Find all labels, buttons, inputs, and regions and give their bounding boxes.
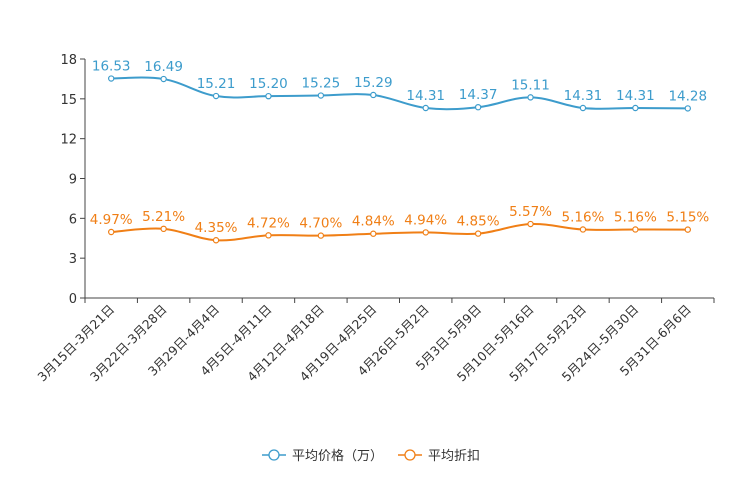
data-label: 5.57% [509,204,552,220]
data-label: 14.37 [459,87,498,103]
data-point[interactable] [632,226,639,233]
data-point[interactable] [108,75,115,82]
data-label: 14.31 [406,88,445,104]
y-tick-label: 18 [60,53,77,68]
data-point[interactable] [579,226,587,233]
series-line [111,76,688,111]
data-point[interactable] [474,103,482,111]
chart-series: 16.53 16.49 15.21 15.20 15.25 15.29 14.31 14.37… [90,59,709,244]
y-tick-label: 15 [60,93,77,108]
data-label: 4.84% [352,214,395,230]
data-point[interactable] [527,220,534,228]
data-point[interactable] [212,92,220,100]
legend-marker-icon [404,449,416,461]
data-label: 4.70% [299,216,342,232]
data-point[interactable] [108,228,115,236]
data-point[interactable] [527,94,534,101]
data-point[interactable] [317,232,325,239]
data-label: 4.97% [90,212,133,228]
data-point[interactable] [265,92,272,100]
data-point[interactable] [474,230,482,237]
y-tick-label: 12 [60,133,77,148]
data-label: 5.16% [614,209,657,225]
data-point[interactable] [212,237,220,244]
data-point[interactable] [317,92,325,99]
y-tick-label: 0 [69,292,77,307]
data-point[interactable] [422,229,429,236]
data-point[interactable] [370,230,377,237]
data-point[interactable] [160,75,167,83]
legend-label: 平均折扣 [428,449,480,464]
data-label: 4.72% [247,215,290,231]
y-tick-label: 9 [69,173,77,188]
y-tick-label: 6 [69,212,77,227]
data-point[interactable] [684,226,691,233]
data-point[interactable] [370,91,377,99]
legend-item-1[interactable]: 平均价格（万） [262,448,383,464]
data-label: 15.21 [197,76,236,92]
series-2: 4.97% 5.21% 4.35% 4.72% 4.70% 4.84% 4.94% 4.85%… [90,204,709,244]
data-label: 16.53 [92,59,131,75]
data-point[interactable] [579,104,587,112]
legend-marker-icon [268,449,280,461]
data-label: 16.49 [144,59,183,75]
y-tick-label: 3 [69,252,77,267]
data-label: 14.31 [616,88,655,104]
data-label: 15.11 [511,77,550,93]
data-point[interactable] [422,104,429,112]
data-point[interactable] [684,105,691,112]
series-1: 16.53 16.49 15.21 15.20 15.25 15.29 14.31 14.37… [92,59,707,112]
data-point[interactable] [632,104,639,112]
data-label: 15.20 [249,76,288,92]
data-point[interactable] [160,225,167,233]
legend-label: 平均价格（万） [292,448,383,464]
data-label: 5.15% [666,210,709,226]
legend-item-2[interactable]: 平均折扣 [398,449,480,464]
data-label: 14.28 [668,88,707,104]
series-line [111,223,688,242]
data-label: 4.85% [457,214,500,230]
data-label: 5.21% [142,209,185,225]
data-label: 15.29 [354,75,393,91]
data-label: 14.31 [564,88,603,104]
data-label: 4.94% [404,212,447,228]
data-label: 15.25 [302,76,341,92]
data-label: 4.35% [195,220,238,236]
data-label: 5.16% [562,209,605,225]
data-point[interactable] [265,232,272,239]
chart-legend[interactable]: 平均价格（万） 平均折扣 [262,448,480,464]
